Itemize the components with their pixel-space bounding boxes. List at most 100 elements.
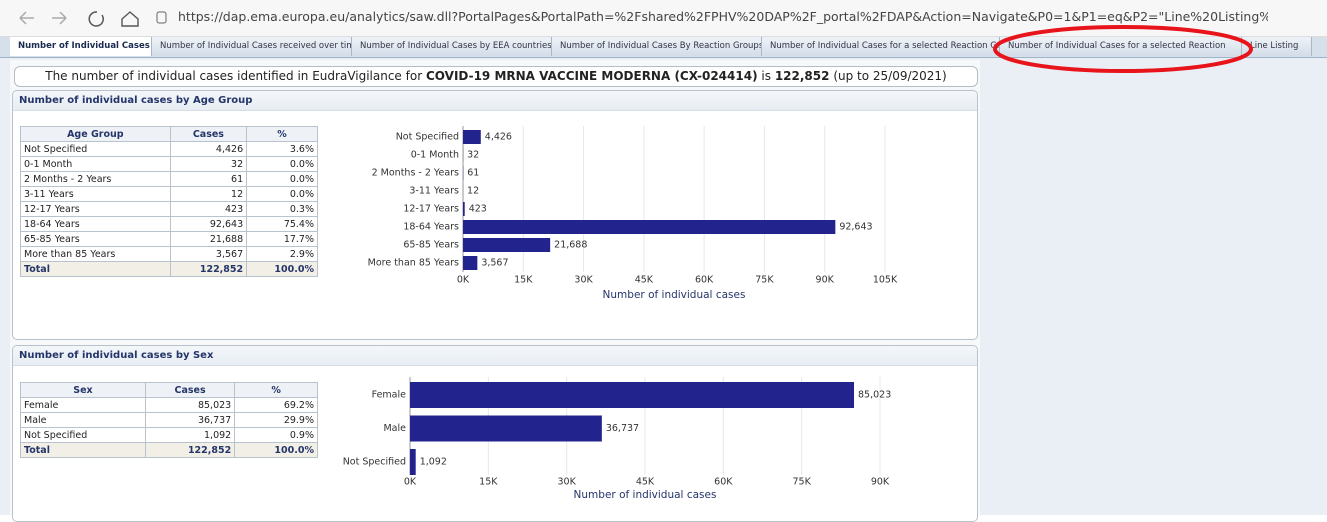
x-axis-title: Number of individual cases bbox=[574, 489, 717, 501]
category-label: 18-64 Years bbox=[403, 222, 459, 233]
table-cell: 3.6% bbox=[247, 142, 318, 157]
tab[interactable]: Number of Individual Cases By Reaction G… bbox=[552, 37, 762, 56]
table-cell: 423 bbox=[170, 202, 246, 217]
total-cell: Total bbox=[21, 262, 171, 277]
back-button[interactable] bbox=[20, 12, 34, 24]
category-label: Male bbox=[383, 423, 406, 434]
table-cell: Not Specified bbox=[21, 142, 171, 157]
value-label: 423 bbox=[469, 204, 487, 215]
table-cell: 4,426 bbox=[170, 142, 246, 157]
column-header: Age Group bbox=[21, 127, 171, 142]
product-name: COVID-19 MRNA VACCINE MODERNA (CX-024414… bbox=[426, 69, 758, 83]
x-axis-title: Number of individual cases bbox=[603, 289, 746, 301]
value-label: 61 bbox=[467, 168, 479, 179]
bar bbox=[463, 220, 835, 234]
table-cell: 61 bbox=[170, 172, 246, 187]
table-cell: More than 85 Years bbox=[21, 247, 171, 262]
table-cell: Female bbox=[21, 398, 146, 413]
table-cell: 17.7% bbox=[247, 232, 318, 247]
x-tick-label: 45K bbox=[635, 275, 654, 286]
lock-icon bbox=[157, 12, 166, 23]
category-label: 3-11 Years bbox=[409, 186, 459, 197]
value-label: 92,643 bbox=[839, 222, 872, 233]
red-ellipse bbox=[995, 27, 1251, 71]
total-cell: Total bbox=[21, 443, 146, 458]
category-label: Not Specified bbox=[396, 132, 459, 143]
x-tick-label: 75K bbox=[793, 477, 812, 488]
total-cell: 100.0% bbox=[235, 443, 318, 458]
table-cell: Not Specified bbox=[21, 428, 146, 443]
table-cell: 0.0% bbox=[247, 157, 318, 172]
bar bbox=[463, 202, 465, 216]
table-cell: 65-85 Years bbox=[21, 232, 171, 247]
category-label: Not Specified bbox=[343, 457, 406, 468]
refresh-button[interactable] bbox=[89, 12, 103, 26]
forward-button[interactable] bbox=[52, 12, 66, 24]
value-label: 85,023 bbox=[858, 390, 891, 401]
category-label: Female bbox=[372, 390, 407, 401]
bar bbox=[410, 449, 416, 475]
table-cell: 2 Months - 2 Years bbox=[21, 172, 171, 187]
bar bbox=[463, 130, 481, 144]
tab[interactable]: Number of Individual Cases for a selecte… bbox=[762, 37, 1000, 56]
x-tick-label: 90K bbox=[816, 275, 835, 286]
table-cell: 2.9% bbox=[247, 247, 318, 262]
category-label: 2 Months - 2 Years bbox=[372, 168, 459, 179]
nav-icons bbox=[0, 0, 175, 36]
table-cell: 32 bbox=[170, 157, 246, 172]
table-cell: 85,023 bbox=[145, 398, 234, 413]
annotation-circle bbox=[990, 22, 1260, 78]
table-cell: 18-64 Years bbox=[21, 217, 171, 232]
x-tick-label: 15K bbox=[479, 477, 498, 488]
tab[interactable]: Number of Individual Cases received over… bbox=[152, 37, 352, 56]
table-cell: 3-11 Years bbox=[21, 187, 171, 202]
value-label: 1,092 bbox=[420, 457, 447, 468]
column-header: % bbox=[247, 127, 318, 142]
total-cell: 122,852 bbox=[170, 262, 246, 277]
table-cell: 75.4% bbox=[247, 217, 318, 232]
table-cell: 12-17 Years bbox=[21, 202, 171, 217]
tab[interactable]: Number of Individual Cases by EEA countr… bbox=[352, 37, 552, 56]
x-tick-label: 75K bbox=[755, 275, 774, 286]
x-tick-label: 45K bbox=[636, 477, 655, 488]
value-label: 3,567 bbox=[481, 258, 508, 269]
value-label: 36,737 bbox=[606, 423, 639, 434]
total-cell: 122,852 bbox=[145, 443, 234, 458]
column-header: Cases bbox=[145, 383, 234, 398]
x-tick-label: 30K bbox=[558, 477, 577, 488]
table-cell: 0.9% bbox=[235, 428, 318, 443]
home-button[interactable] bbox=[122, 12, 138, 26]
category-label: More than 85 Years bbox=[368, 258, 459, 269]
category-label: 0-1 Month bbox=[411, 150, 459, 161]
table-cell: 0-1 Month bbox=[21, 157, 171, 172]
table-cell: 21,688 bbox=[170, 232, 246, 247]
banner-text: is bbox=[761, 69, 771, 83]
table-cell: 69.2% bbox=[235, 398, 318, 413]
x-tick-label: 30K bbox=[574, 275, 593, 286]
table-cell: 1,092 bbox=[145, 428, 234, 443]
summary-banner: The number of individual cases identifie… bbox=[14, 66, 978, 87]
table-cell: 12 bbox=[170, 187, 246, 202]
tab[interactable]: Number of Individual Cases bbox=[10, 37, 152, 56]
x-tick-label: 105K bbox=[873, 275, 898, 286]
bar bbox=[463, 238, 550, 252]
value-label: 32 bbox=[467, 150, 479, 161]
banner-text: The number of individual cases identifie… bbox=[45, 69, 422, 83]
